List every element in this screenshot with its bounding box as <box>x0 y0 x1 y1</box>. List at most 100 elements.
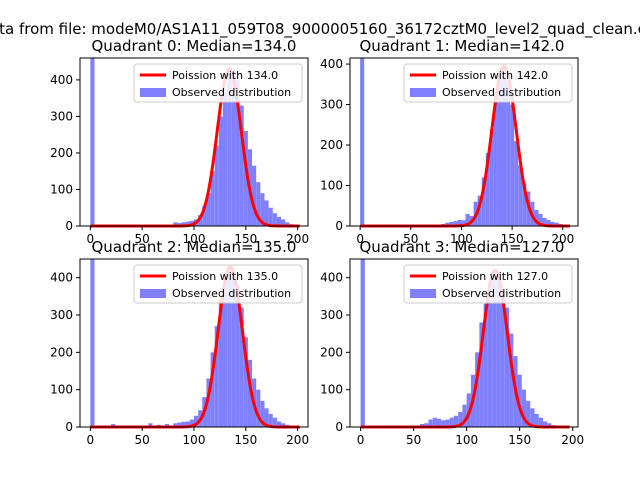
subplot-quadrant-2: Quadrant 2: Median=135.0 0 50 100 150 200 0 10… <box>50 238 309 447</box>
histogram-bar <box>173 222 178 226</box>
histogram-bar <box>243 131 248 226</box>
histogram-bar <box>90 58 95 226</box>
y-tick-label: 100 <box>50 182 73 196</box>
histogram-bar <box>543 421 548 427</box>
histogram-bar <box>526 400 531 427</box>
axes-frame: 0 50 100 150 200 0 100 200 300 400 <box>320 258 584 447</box>
histogram-bar <box>453 415 459 427</box>
x-tick-label: 100 <box>455 433 478 447</box>
histogram-bar <box>173 423 178 427</box>
histogram-bar <box>538 213 543 226</box>
x-tick-label: 50 <box>135 232 150 246</box>
histogram-bar <box>538 417 544 427</box>
histogram-bar <box>194 415 199 427</box>
y-tick-label: 300 <box>50 308 73 322</box>
histogram-bar <box>227 72 232 226</box>
histogram-bar <box>148 423 153 427</box>
histogram-bar <box>243 337 248 427</box>
legend-observed-swatch <box>410 289 436 298</box>
y-tick-label: 400 <box>50 271 73 285</box>
x-tick-label: 200 <box>286 433 309 447</box>
histogram-bar <box>231 68 236 227</box>
legend-observed-label: Observed distribution <box>442 86 561 99</box>
legend-poisson-label: Poission with 127.0 <box>442 270 548 283</box>
histogram-bar <box>462 404 467 427</box>
histogram-bar <box>485 153 490 226</box>
legend-observed-swatch <box>410 88 436 97</box>
histogram-bar <box>281 219 286 226</box>
histogram-bar <box>534 413 539 427</box>
legend-observed-label: Observed distribution <box>172 287 291 300</box>
histogram-bar <box>360 259 365 427</box>
x-tick-label: 0 <box>87 433 95 447</box>
histogram-bar <box>260 193 265 226</box>
histogram-bar <box>453 221 458 226</box>
histogram-bar <box>181 421 186 427</box>
histogram-bar <box>223 277 228 427</box>
y-tick-label: 0 <box>65 219 73 233</box>
y-tick-label: 0 <box>335 219 343 233</box>
axes-border <box>349 57 579 227</box>
x-tick-label: 150 <box>234 232 257 246</box>
histogram-bar <box>530 408 535 427</box>
x-tick-label: 50 <box>135 433 150 447</box>
y-tick-label: 400 <box>50 73 73 87</box>
histogram-bar <box>510 104 515 226</box>
histogram-bar <box>483 303 488 427</box>
histogram-bar <box>276 421 282 427</box>
histogram-bar <box>518 165 523 226</box>
histogram-bar <box>550 221 555 226</box>
x-tick-label: 0 <box>356 232 364 246</box>
subplot-quadrant-1: Quadrant 1: Median=142.0 0 50 100 150 200 0 10… <box>320 37 579 246</box>
x-tick-label: 0 <box>87 232 95 246</box>
y-tick-label: 100 <box>320 179 343 193</box>
legend: Poission with 142.0 Observed distributio… <box>403 63 573 103</box>
x-tick-label: 150 <box>508 433 531 447</box>
histogram-bar <box>534 209 539 226</box>
histogram-bar <box>479 322 484 427</box>
histogram-bar <box>496 277 501 427</box>
histogram-bar <box>177 422 182 427</box>
legend-poisson-label: Poission with 142.0 <box>442 69 548 82</box>
subplot-title: Quadrant 0: Median=134.0 <box>92 37 297 55</box>
y-tick-label: 200 <box>320 138 343 152</box>
histogram-bar <box>477 195 482 226</box>
legend-observed-swatch <box>140 88 166 97</box>
y-tick-label: 200 <box>50 345 73 359</box>
histogram-bar <box>489 128 494 226</box>
histogram-bar <box>436 418 442 427</box>
subplot-title: Quadrant 3: Median=127.0 <box>360 238 565 256</box>
legend: Poission with 135.0 Observed distributio… <box>133 264 303 304</box>
histogram-bar <box>432 417 437 427</box>
subplot-quadrant-0: Quadrant 0: Median=134.0 0 50 100 150 200 0 10… <box>50 37 309 246</box>
legend-poisson-label: Poission with 134.0 <box>172 69 278 82</box>
histogram-bar <box>504 307 510 427</box>
histogram-bar <box>441 420 446 427</box>
histogram-bar <box>239 307 244 427</box>
y-tick-label: 400 <box>320 271 343 285</box>
y-tick-label: 200 <box>320 345 343 359</box>
histogram-bar <box>547 423 552 427</box>
histogram-bar <box>500 296 505 427</box>
histogram-bar <box>264 200 269 226</box>
histogram-bar <box>202 205 207 226</box>
histogram-bar <box>487 281 493 427</box>
histogram-bar <box>449 417 454 427</box>
axes-frame: 0 50 100 150 200 0 100 200 300 400 <box>320 57 579 246</box>
histogram-bar <box>268 207 273 226</box>
histogram-bar <box>272 417 277 427</box>
legend-box <box>403 264 573 304</box>
histogram-bar <box>264 408 269 427</box>
x-tick-label: 150 <box>501 232 524 246</box>
y-tick-label: 200 <box>50 146 73 160</box>
legend-box <box>133 63 303 103</box>
legend-box <box>133 264 303 304</box>
histogram-bar <box>272 213 277 226</box>
legend-box <box>403 63 573 103</box>
histogram-bar <box>517 374 522 427</box>
histogram-bar <box>475 352 480 427</box>
histogram-bar <box>260 400 265 427</box>
histogram-bar <box>256 182 261 226</box>
histogram-bar <box>214 145 219 226</box>
